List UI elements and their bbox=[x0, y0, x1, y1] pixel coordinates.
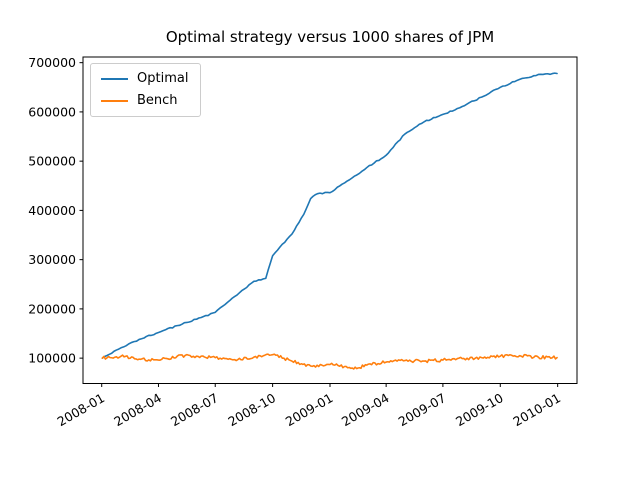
y-tick-label: 200000 bbox=[28, 301, 76, 316]
x-tick-label: 2009-10 bbox=[453, 390, 506, 429]
x-tick-label: 2009-07 bbox=[396, 390, 449, 429]
optimal-line-swatch bbox=[101, 77, 128, 80]
x-tick-label: 2008-07 bbox=[168, 390, 221, 429]
x-tick-label: 2009-04 bbox=[339, 390, 392, 429]
axis-ticks bbox=[79, 62, 559, 387]
legend: Optimal Bench bbox=[90, 63, 202, 117]
optimal-line bbox=[101, 72, 558, 359]
legend-label-optimal: Optimal bbox=[137, 71, 189, 86]
y-tick-label: 100000 bbox=[28, 351, 76, 366]
y-tick-label: 700000 bbox=[28, 55, 76, 70]
plot-border bbox=[82, 56, 578, 384]
bench-line-swatch bbox=[101, 99, 128, 102]
x-tick-label: 2008-10 bbox=[225, 390, 278, 429]
legend-item-optimal: Optimal bbox=[101, 71, 188, 86]
data-series bbox=[101, 72, 558, 370]
legend-label-bench: Bench bbox=[137, 93, 178, 108]
legend-item-bench: Bench bbox=[101, 93, 188, 108]
x-tick-label: 2008-04 bbox=[111, 390, 164, 429]
x-tick-label: 2010-01 bbox=[510, 390, 563, 429]
y-tick-label: 300000 bbox=[28, 252, 76, 267]
x-tick-label: 2008-01 bbox=[54, 390, 107, 429]
chart-title: Optimal strategy versus 1000 shares of J… bbox=[165, 28, 495, 46]
y-tick-label: 600000 bbox=[28, 104, 76, 119]
y-tick-label: 500000 bbox=[28, 154, 76, 169]
x-tick-label: 2009-01 bbox=[283, 390, 336, 429]
bench-line bbox=[101, 353, 558, 370]
y-tick-label: 400000 bbox=[28, 203, 76, 218]
